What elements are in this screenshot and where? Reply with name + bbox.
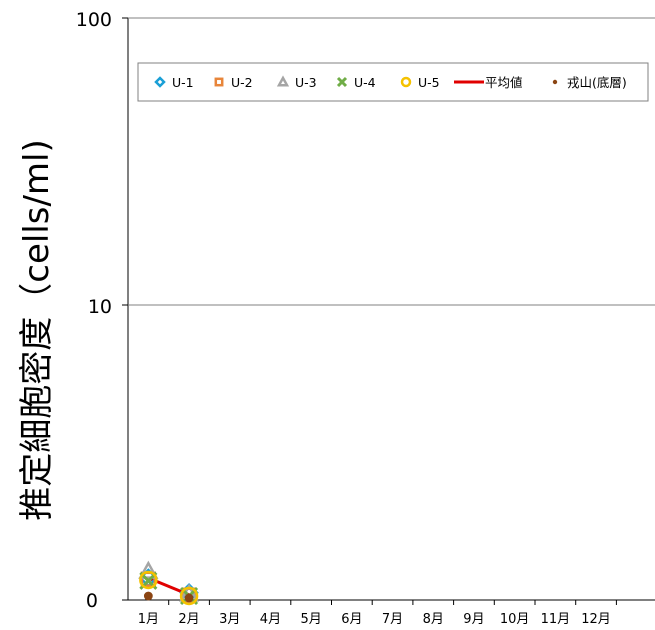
ytick-label-100: 100 xyxy=(76,9,112,31)
ytick-label-0: 0 xyxy=(86,590,98,612)
legend-label-4: U-4 xyxy=(354,75,376,90)
legend-swatch-4 xyxy=(336,76,348,88)
y-axis-title: 推定細胞密度（cells/ml) xyxy=(17,139,57,521)
legend-label-5: U-5 xyxy=(418,75,440,90)
legend-swatch-3 xyxy=(276,75,290,87)
legend-swatch-2 xyxy=(214,77,224,87)
legend-label-7: 戎山(底層) xyxy=(567,75,627,90)
xtick-label-9: 9月 xyxy=(463,612,484,627)
legend-swatch-1 xyxy=(154,76,166,88)
xtick-label-5: 5月 xyxy=(301,612,322,627)
plot-area xyxy=(138,560,200,606)
xtick-label-2: 2月 xyxy=(178,612,199,627)
point-U-5-1 xyxy=(139,570,158,590)
x-axis-labels: 1月 2月 3月 4月 5月 6月 7月 8月 9月 10月 11月 12月 xyxy=(138,600,617,627)
xtick-label-8: 8月 xyxy=(423,612,444,627)
xtick-label-10: 10月 xyxy=(500,612,530,627)
xtick-label-6: 6月 xyxy=(341,612,362,627)
xtick-label-1: 1月 xyxy=(138,612,159,627)
legend-label-3: U-3 xyxy=(295,75,317,90)
point-U-5-2 xyxy=(179,586,199,606)
legend-swatch-5 xyxy=(400,76,412,88)
legend-swatch-7 xyxy=(552,79,558,85)
point-戎山(底層)-2 xyxy=(184,593,194,603)
xtick-label-7: 7月 xyxy=(382,612,403,627)
point-U-3-1 xyxy=(138,560,159,579)
xtick-label-12: 12月 xyxy=(581,612,611,627)
ytick-label-10: 10 xyxy=(88,296,112,318)
legend-label-1: U-1 xyxy=(172,75,194,90)
legend: U-1 U-2 U-3 U-4 U-5 平均値 戎山(底層) xyxy=(154,75,627,90)
xtick-label-3: 3月 xyxy=(219,612,240,627)
point-戎山(底層)-1 xyxy=(143,591,153,601)
xtick-label-11: 11月 xyxy=(541,612,571,627)
legend-label-2: U-2 xyxy=(231,75,253,90)
xtick-label-4: 4月 xyxy=(260,612,281,627)
legend-label-6: 平均値 xyxy=(485,75,523,90)
